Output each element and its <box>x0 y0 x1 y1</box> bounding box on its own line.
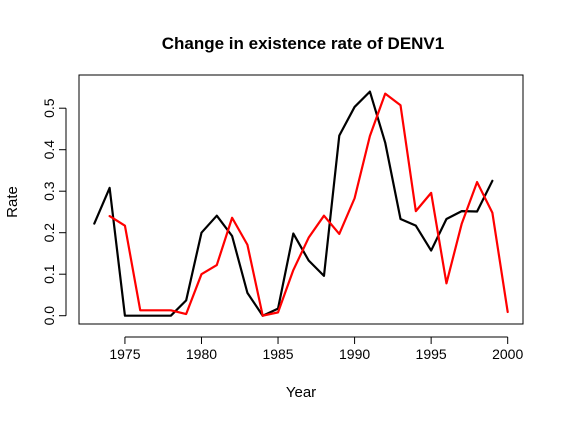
y-tick-label: 0.1 <box>41 264 57 284</box>
plot-frame <box>78 74 524 325</box>
x-tick-label: 1985 <box>262 346 293 362</box>
y-tick-label: 0.3 <box>41 181 57 201</box>
x-tick-label: 1975 <box>109 346 140 362</box>
x-axis-label: Year <box>286 384 316 401</box>
y-tick-label: 0.5 <box>41 98 57 118</box>
y-tick-label: 0.4 <box>41 140 57 160</box>
x-tick-label: 1995 <box>416 346 447 362</box>
axes: 1975 1980 1985 1990 1995 2000 0.0 0.1 0.2 0.3 0.4 0… <box>41 74 524 362</box>
x-tick-label: 1980 <box>186 346 217 362</box>
x-tick-label: 1990 <box>339 346 370 362</box>
plot-area <box>93 90 509 317</box>
chart-title: Change in existence rate of DENV1 <box>162 34 444 53</box>
y-axis-label: Rate <box>4 186 21 218</box>
y-tick-label: 0.2 <box>41 223 57 243</box>
series-line-2 <box>108 92 509 317</box>
x-tick-label: 2000 <box>492 346 523 362</box>
y-tick-label: 0.0 <box>41 306 57 326</box>
